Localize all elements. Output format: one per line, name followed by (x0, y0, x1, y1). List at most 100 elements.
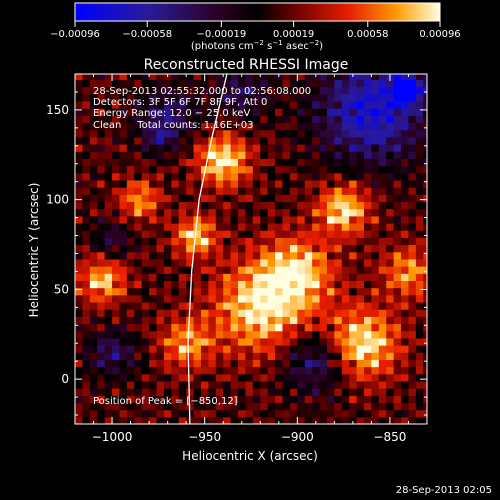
heatmap-cell (371, 179, 380, 188)
heatmap-cell (334, 172, 343, 181)
heatmap-cell (408, 337, 417, 346)
heatmap-cell (238, 294, 247, 303)
heatmap-cell (415, 316, 424, 325)
heatmap-cell (104, 179, 113, 188)
heatmap-cell (349, 294, 358, 303)
heatmap-cell (289, 301, 298, 310)
heatmap-cell (275, 237, 284, 246)
heatmap-cell (208, 345, 217, 353)
heatmap-cell (156, 352, 165, 360)
heatmap-cell (408, 136, 417, 145)
heatmap-cell (334, 352, 343, 360)
heatmap-cell (260, 208, 269, 217)
heatmap-cell (245, 237, 254, 246)
heatmap-cell (112, 179, 121, 188)
heatmap-cell (415, 258, 424, 267)
heatmap-cell (215, 352, 224, 360)
heatmap-cell (378, 201, 387, 210)
heatmap-cell (356, 309, 365, 317)
heatmap-cell (200, 373, 209, 382)
heatmap-cell (401, 222, 410, 231)
heatmap-cell (178, 359, 187, 368)
heatmap-cell (423, 201, 427, 210)
heatmap-cell (319, 79, 328, 88)
heatmap-cell (149, 352, 158, 360)
heatmap-cell (134, 352, 143, 360)
heatmap-cell (423, 151, 427, 159)
heatmap-cell (149, 230, 158, 238)
heatmap-cell (223, 222, 232, 231)
heatmap-cell (415, 380, 424, 389)
heatmap-cell (193, 129, 202, 138)
heatmap-cell (289, 108, 298, 116)
heatmap-cell (267, 136, 276, 145)
heatmap-cell (156, 201, 165, 210)
heatmap-cell (156, 366, 165, 375)
heatmap-cell (178, 352, 187, 360)
heatmap-cell (415, 122, 424, 131)
heatmap-cell (252, 409, 261, 418)
heatmap-cell (193, 115, 202, 124)
heatmap-cell (378, 194, 387, 203)
heatmap-cell (178, 251, 187, 260)
heatmap-cell (393, 273, 402, 282)
heatmap-cell (75, 409, 84, 418)
heatmap-cell (193, 230, 202, 238)
heatmap-cell (104, 366, 113, 375)
heatmap-cell (156, 74, 165, 80)
heatmap-cell (178, 301, 187, 310)
heatmap-cell (156, 194, 165, 203)
colorbar-tick-label: −0.00096 (50, 29, 100, 40)
heatmap-cell (282, 86, 291, 95)
heatmap-cell (141, 409, 150, 418)
heatmap-cell (245, 187, 254, 195)
heatmap-cell (378, 359, 387, 368)
heatmap-cell (97, 416, 106, 424)
heatmap-cell (134, 237, 143, 246)
heatmap-cell (267, 79, 276, 88)
heatmap-cell (341, 337, 350, 346)
heatmap-cell (341, 323, 350, 332)
heatmap-cell (297, 373, 306, 382)
heatmap-cell (297, 165, 306, 174)
heatmap-cell (349, 108, 358, 116)
heatmap-cell (104, 316, 113, 325)
colorbar-tick-label: 0.00058 (347, 29, 388, 40)
heatmap-cell (267, 129, 276, 138)
heatmap-cell (245, 115, 254, 124)
heatmap-cell (252, 194, 261, 203)
heatmap-cell (326, 122, 335, 131)
heatmap-cell (356, 266, 365, 274)
heatmap-cell (326, 108, 335, 116)
heatmap-cell (200, 208, 209, 217)
heatmap-cell (104, 416, 113, 424)
heatmap-cell (126, 208, 135, 217)
heatmap-cell (364, 222, 373, 231)
heatmap-cell (378, 316, 387, 325)
heatmap-cell (393, 280, 402, 289)
heatmap-cell (200, 237, 209, 246)
heatmap-cell (378, 222, 387, 231)
heatmap-cell (193, 237, 202, 246)
heatmap-cell (282, 373, 291, 382)
heatmap-cell (245, 316, 254, 325)
heatmap-cell (319, 144, 328, 152)
heatmap-cell (260, 165, 269, 174)
heatmap-cell (245, 136, 254, 145)
heatmap-cell (326, 251, 335, 260)
heatmap-cell (401, 409, 410, 418)
heatmap-cell (408, 366, 417, 375)
heatmap-cell (163, 388, 172, 396)
heatmap-cell (163, 144, 172, 152)
heatmap-cell (193, 280, 202, 289)
heatmap-cell (319, 359, 328, 368)
heatmap-cell (156, 93, 165, 102)
heatmap-cell (341, 215, 350, 224)
heatmap-cell (297, 352, 306, 360)
heatmap-cell (282, 222, 291, 231)
heatmap-cell (126, 179, 135, 188)
heatmap-cell (349, 287, 358, 296)
heatmap-cell (349, 330, 358, 339)
heatmap-cell (178, 237, 187, 246)
heatmap-cell (141, 165, 150, 174)
